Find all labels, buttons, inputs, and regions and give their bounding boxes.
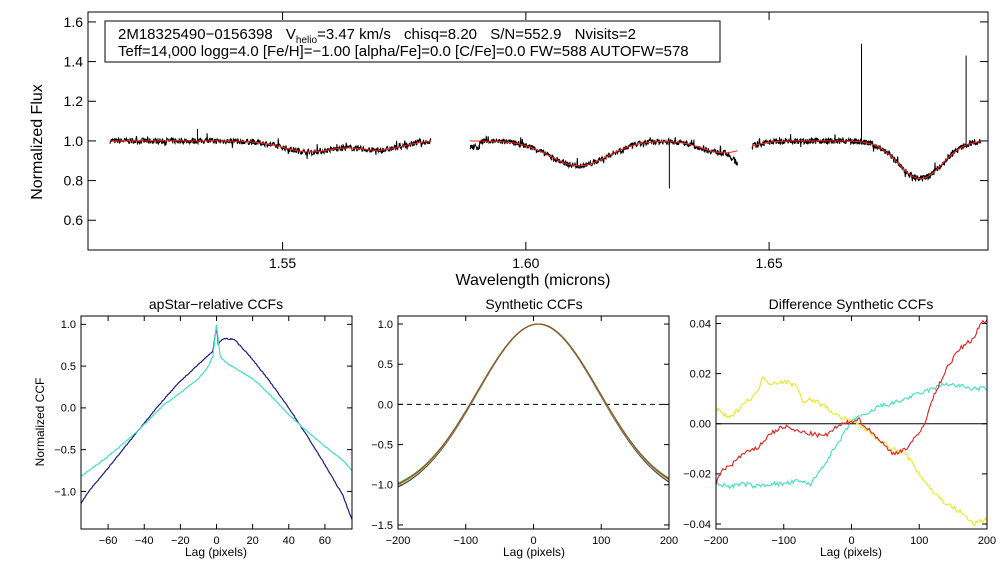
spectrum-frame [87, 11, 989, 251]
spectrum-series [109, 43, 982, 189]
apstar-ccf-line [80, 326, 353, 520]
apstar-frame [80, 315, 353, 530]
apstar-xtick-label: 60 [319, 535, 331, 547]
difference-xtick-label: 0 [848, 535, 854, 547]
apstar-ytick-label: 0.5 [61, 361, 76, 373]
spectrum-xtick-label: 1.55 [269, 255, 296, 271]
difference-xtick-label: −200 [704, 535, 729, 547]
difference-xtick-label: 100 [910, 535, 928, 547]
spectrum-model-line [751, 140, 981, 180]
difference-ccf-line [715, 375, 988, 527]
synthetic-ytick-label: 1.0 [378, 319, 393, 331]
annotation-star-id: 2M18325490−0156398 [118, 26, 273, 43]
spectrum-xtick-label: 1.60 [512, 255, 539, 271]
synthetic-xtick-label: 0 [530, 535, 536, 547]
apstar-xtick-label: −60 [99, 535, 118, 547]
apstar-ytick-label: 1.0 [61, 319, 76, 331]
annotation-line2: Teff=14,000 logg=4.0 [Fe/H]=−1.00 [alpha… [118, 43, 689, 60]
spectrum-model-line [109, 140, 431, 153]
synthetic-ytick-label: −1.0 [371, 480, 393, 492]
difference-ytick-label: 0.00 [690, 419, 711, 431]
apstar-ccf-line [80, 324, 353, 477]
difference-ytick-label: 0.02 [690, 368, 711, 380]
synthetic-xtick-label: −100 [453, 535, 478, 547]
synthetic-xtick-label: −200 [386, 535, 411, 547]
difference-frame [715, 315, 988, 530]
spectrum-model-line [469, 140, 738, 167]
difference-ticks: −200 −100 0 100 200 −0.04 −0.02 0.00 0.02 0.04 [683, 316, 996, 547]
synthetic-ccf-line [397, 323, 670, 484]
difference-series [715, 319, 988, 527]
apstar-xtick-label: 0 [213, 535, 219, 547]
spectrum-ticks: 1.55 1.60 1.65 0.6 0.8 1.0 1.2 1.4 1.6 [64, 12, 988, 271]
difference-ytick-label: 0.04 [690, 318, 711, 330]
synthetic-xtick-label: 100 [592, 535, 610, 547]
spectrum-xtick-label: 1.65 [755, 255, 782, 271]
synthetic-ccf-line [397, 323, 670, 488]
spectrum-ylabel: Normalized Flux [29, 84, 46, 200]
annotation-vhelio-value: =3.47 km/s [317, 26, 391, 43]
difference-xtick-label: 200 [978, 535, 996, 547]
difference-ytick-label: −0.02 [683, 469, 711, 481]
apstar-xtick-label: −40 [135, 535, 154, 547]
apstar-ytick-label: −1.0 [54, 486, 76, 498]
spectrum-observed-line [109, 133, 432, 160]
apstar-ticks: −60 −40 −20 0 20 40 60 −1.0 −0.5 0.0 0.5 1.0 [54, 316, 352, 547]
synthetic-frame [397, 315, 670, 530]
difference-xlabel: Lag (pixels) [820, 545, 882, 559]
spectrum-xlabel: Wavelength (microns) [455, 272, 610, 289]
synthetic-xlabel: Lag (pixels) [503, 545, 565, 559]
spectrum-annotation: 2M18325490−0156398 Vhelio=3.47 km/s chis… [104, 20, 721, 63]
apstar-ylabel: Normalized CCF [33, 378, 47, 467]
synthetic-title: Synthetic CCFs [485, 296, 582, 312]
apstar-xtick-label: −20 [171, 535, 190, 547]
annotation-vhelio-subscript: helio [296, 35, 318, 46]
annotation-nvisits: Nvisits=2 [575, 26, 636, 43]
spectrum-ytick-label: 0.8 [64, 172, 84, 188]
synthetic-ccf-line [397, 323, 670, 485]
synthetic-ytick-label: −0.5 [371, 439, 393, 451]
apstar-ytick-label: −0.5 [54, 444, 76, 456]
difference-ccf-line [715, 319, 988, 485]
apstar-xlabel: Lag (pixels) [185, 545, 247, 559]
spectrum-ytick-label: 1.0 [64, 133, 84, 149]
annotation-chisq: chisq=8.20 [404, 26, 477, 43]
annotation-line1: 2M18325490−0156398 Vhelio=3.47 km/s chis… [118, 26, 636, 46]
spectrum-ytick-label: 0.6 [64, 212, 84, 228]
apstar-xtick-label: 20 [247, 535, 259, 547]
synthetic-ytick-label: −1.5 [371, 520, 393, 532]
spectrum-ytick-label: 1.2 [64, 93, 84, 109]
annotation-box [104, 20, 721, 63]
spectrum-ytick-label: 1.4 [64, 53, 84, 69]
annotation-vhelio-symbol: V [286, 26, 296, 43]
difference-ccf-line [715, 382, 988, 490]
spectrum-ytick-label: 1.6 [64, 14, 84, 30]
synthetic-ccf-panel: Synthetic CCFs Lag (pixels) −200 −100 0 100… [371, 296, 678, 559]
synthetic-xtick-label: 200 [660, 535, 678, 547]
apstar-xtick-label: 40 [283, 535, 295, 547]
difference-ytick-label: −0.04 [683, 519, 711, 531]
difference-xtick-label: −100 [771, 535, 796, 547]
apstar-ytick-label: 0.0 [61, 403, 76, 415]
synthetic-ytick-label: 0.5 [378, 359, 393, 371]
synthetic-ytick-label: 0.0 [378, 399, 393, 411]
apstar-title: apStar−relative CCFs [149, 296, 283, 312]
spectrum-observed-line [469, 135, 738, 170]
apstar-ccf-panel: apStar−relative CCFs Normalized CCF Lag … [33, 296, 353, 559]
difference-ccf-panel: Difference Synthetic CCFs Lag (pixels) −… [683, 296, 996, 559]
spectrum-panel: Normalized Flux Wavelength (microns) 1.5… [29, 11, 989, 289]
synthetic-ccf-line [397, 323, 670, 485]
difference-title: Difference Synthetic CCFs [769, 296, 934, 312]
apstar-series [80, 324, 353, 520]
synthetic-ticks: −200 −100 0 100 200 −1.5 −1.0 −0.5 0.0 0.5 1.0 [371, 316, 678, 547]
synthetic-series [397, 323, 670, 488]
annotation-snr: S/N=552.9 [490, 26, 561, 43]
